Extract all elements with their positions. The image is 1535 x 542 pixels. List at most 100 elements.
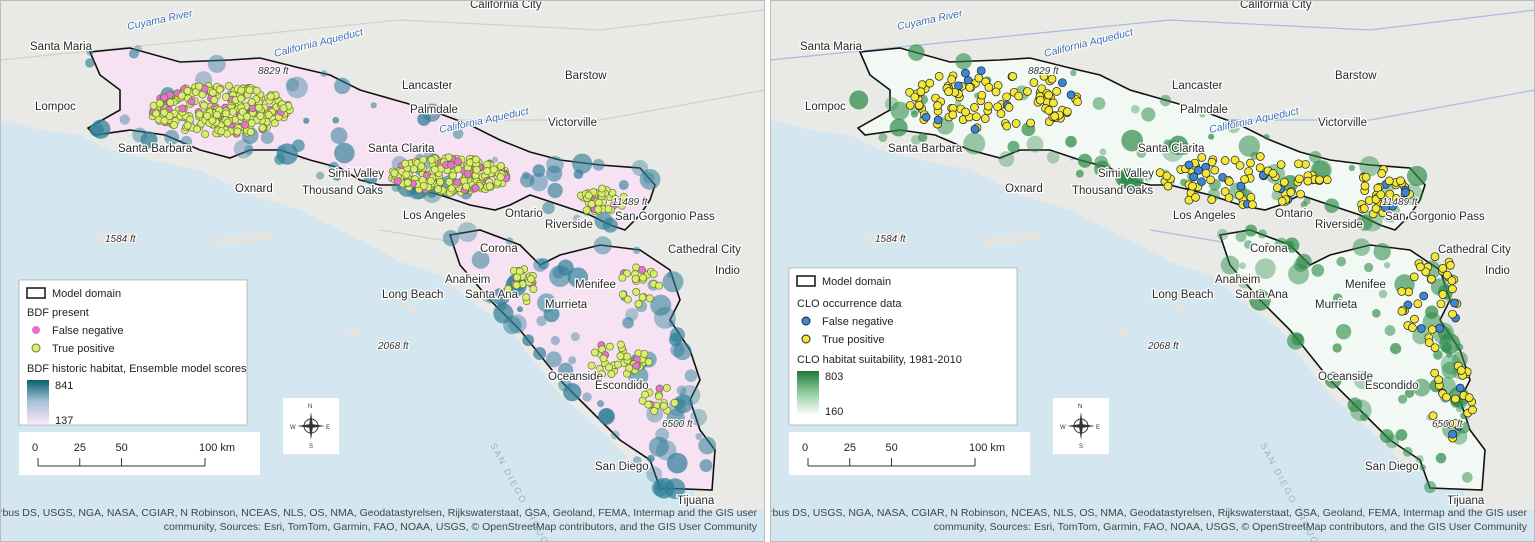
legend-swatch	[32, 326, 40, 334]
habitat-patch	[260, 131, 274, 145]
habitat-patch	[582, 392, 592, 402]
habitat-patch	[849, 90, 869, 110]
occurrence-point	[1359, 204, 1369, 213]
habitat-patch	[889, 118, 908, 137]
compass-label: N	[308, 404, 312, 410]
habitat-patch	[316, 171, 325, 180]
occurrence-point	[659, 402, 668, 410]
map-label: 6500 ft	[1432, 419, 1464, 430]
habitat-patch	[370, 102, 377, 109]
occurrence-point	[1255, 152, 1265, 161]
habitat-patch	[1208, 133, 1215, 140]
habitat-patch	[1384, 325, 1396, 336]
habitat-patch	[1168, 135, 1189, 155]
island	[395, 300, 420, 316]
island	[340, 330, 360, 338]
map-label: Thousand Oaks	[1072, 185, 1153, 197]
occurrence-point	[245, 86, 254, 95]
sources: community, Sources: Esri, TomTom, Garmin…	[934, 521, 1528, 533]
habitat-patch	[699, 459, 713, 472]
occurrence-point	[638, 266, 647, 274]
compass-label: E	[326, 425, 330, 431]
occurrence-point	[1255, 163, 1265, 173]
occurrence-point	[187, 97, 196, 106]
occurrence-point	[1224, 193, 1234, 203]
occurrence-point	[1408, 323, 1417, 333]
habitat-patch	[669, 332, 683, 347]
occurrence-point	[1446, 260, 1455, 270]
habitat-patch	[1220, 255, 1240, 275]
occurrence-point	[454, 157, 462, 166]
occurrence-point	[426, 176, 435, 185]
habitat-patch	[1412, 378, 1431, 397]
occurrence-point	[237, 86, 246, 95]
map-label: Riverside	[545, 219, 593, 231]
habitat-patch	[276, 143, 299, 165]
habitat-patch	[1026, 135, 1044, 153]
map-label: Riverside	[1315, 219, 1363, 231]
occurrence-point	[618, 290, 627, 299]
sources: Sources: Esri, Airbus DS, USGS, NGA, NAS…	[770, 507, 1527, 519]
habitat-patch	[666, 452, 688, 474]
scalebar-label: 0	[32, 442, 38, 454]
occurrence-point	[1008, 71, 1018, 81]
map-label: Anaheim	[445, 274, 490, 286]
occurrence-point	[1286, 188, 1296, 197]
habitat-patch	[1335, 324, 1352, 340]
sources: Sources: Esri, Airbus DS, USGS, NGA, NAS…	[0, 507, 757, 519]
habitat-patch	[1094, 160, 1111, 178]
occurrence-point	[1201, 168, 1211, 178]
occurrence-point	[1442, 392, 1451, 402]
occurrence-point	[430, 165, 439, 174]
habitat-patch	[334, 142, 355, 164]
occurrence-point	[1409, 272, 1419, 282]
occurrence-point	[618, 273, 627, 282]
occurrence-point	[644, 358, 653, 366]
occurrence-point	[925, 78, 935, 88]
map-label: California City	[470, 0, 542, 11]
occurrence-point	[1039, 71, 1049, 81]
occurrence-point	[970, 103, 979, 112]
legend-label: BDF historic habitat, Ensemble model sco…	[27, 363, 247, 375]
occurrence-point	[1220, 187, 1230, 196]
habitat-patch	[536, 315, 547, 327]
occurrence-point	[183, 121, 192, 130]
map-label: Cathedral City	[1438, 244, 1511, 256]
habitat-patch	[1406, 165, 1428, 187]
habitat-patch	[1244, 240, 1253, 249]
habitat-patch	[85, 58, 95, 68]
occurrence-point	[662, 383, 671, 392]
occurrence-point	[390, 169, 399, 178]
occurrence-point	[921, 112, 931, 122]
habitat-patch	[1404, 388, 1415, 398]
habitat-patch	[1136, 148, 1147, 159]
habitat-patch	[497, 301, 507, 311]
map-label: Simi Valley	[1098, 168, 1154, 180]
habitat-patch	[549, 265, 571, 287]
occurrence-point	[634, 299, 643, 308]
map-label: San Diego	[595, 461, 649, 473]
map-label: 11489 ft	[612, 197, 649, 208]
occurrence-point	[587, 361, 596, 370]
occurrence-point	[419, 181, 428, 190]
occurrence-point	[1002, 92, 1011, 102]
map-label: Indio	[715, 265, 740, 277]
habitat-patch	[690, 408, 708, 426]
map-label: Cathedral City	[668, 244, 741, 256]
occurrence-point	[1435, 323, 1444, 333]
occurrence-point	[1381, 203, 1390, 213]
occurrence-point	[587, 200, 596, 208]
occurrence-point	[183, 86, 192, 95]
occurrence-point	[160, 108, 169, 117]
occurrence-point	[200, 101, 209, 110]
island	[210, 232, 275, 246]
occurrence-point	[504, 285, 513, 293]
occurrence-point	[638, 293, 647, 302]
habitat-patch	[1425, 305, 1439, 319]
habitat-patch	[1291, 333, 1304, 346]
occurrence-point	[1455, 383, 1465, 393]
occurrence-point	[242, 112, 251, 121]
legend-box	[18, 279, 248, 426]
habitat-patch	[1309, 150, 1322, 164]
